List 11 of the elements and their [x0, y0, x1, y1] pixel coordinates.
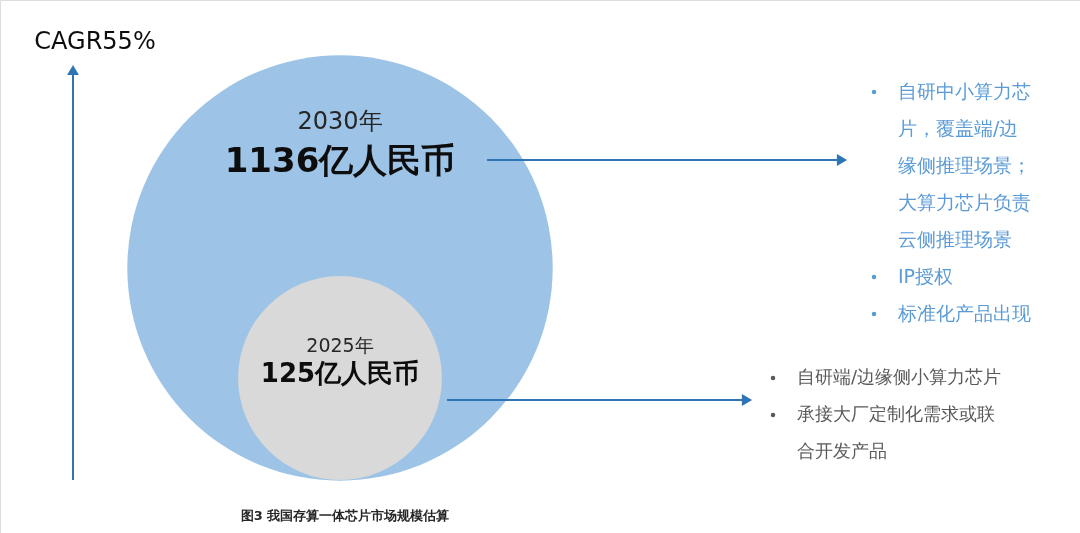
text: 承接大厂定制化需求或联合开发产品 [797, 403, 995, 461]
text: IP授权 [898, 265, 954, 287]
text: 标准化产品出现 [897, 302, 1031, 324]
category-label: 2030年 [297, 107, 383, 135]
data-label: 125亿人民币 [260, 357, 420, 388]
category-label: 2025年 [306, 333, 374, 356]
text: 自研端/边缘侧小算力芯片 [797, 366, 1002, 387]
data-label: 1136亿人民币 [224, 140, 456, 180]
caption: 图3 我国存算一体芯片市场规模估算 [240, 508, 450, 523]
text: CAGR55% [34, 27, 156, 55]
text: 自研中小算力芯片，覆盖端/边缘侧推理场景；大算力芯片负责云侧推理场景 [898, 80, 1031, 250]
